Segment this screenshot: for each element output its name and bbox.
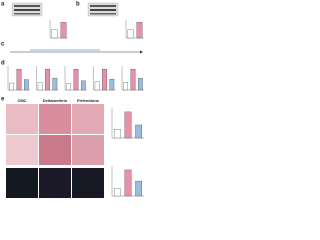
bar — [127, 29, 134, 39]
bar — [80, 80, 86, 91]
bar — [51, 29, 58, 39]
bar — [45, 68, 50, 91]
timeline-arrow — [140, 50, 143, 54]
blot-band — [14, 9, 40, 11]
column-label: Deltamethrin — [43, 98, 68, 103]
bar — [135, 180, 143, 197]
bar — [52, 77, 58, 91]
bar — [102, 68, 107, 91]
tissue-image — [72, 135, 104, 165]
tissue-image — [39, 104, 71, 134]
tissue-image — [39, 135, 71, 165]
bar — [113, 188, 121, 197]
histology — [6, 104, 104, 198]
bar — [66, 83, 72, 91]
background — [0, 0, 150, 200]
panel-label: a — [1, 2, 5, 8]
bar — [130, 68, 136, 91]
panel-label: e — [1, 97, 5, 103]
bar — [60, 22, 67, 39]
blot-band — [90, 9, 116, 11]
bar — [136, 22, 143, 39]
column-label: CMC — [17, 98, 26, 103]
tissue-image — [6, 104, 38, 134]
figure: a b c d e CMC Deltamethrin Pirfenidone — [0, 0, 150, 200]
treatment-period — [30, 49, 100, 51]
blot-band — [14, 5, 40, 7]
fluorescence-image — [6, 168, 38, 198]
bar — [135, 124, 143, 139]
panel-label: d — [1, 61, 5, 67]
blot-band — [14, 13, 40, 15]
bar — [9, 82, 15, 91]
bar — [124, 169, 132, 197]
bar — [23, 79, 29, 91]
panel-label: c — [1, 42, 5, 48]
bar — [124, 111, 132, 139]
bar — [37, 82, 43, 91]
bar — [113, 129, 121, 139]
panel-label: b — [76, 2, 80, 8]
bar — [73, 68, 79, 91]
bar — [137, 78, 143, 91]
bar — [123, 82, 129, 91]
tissue-image — [72, 104, 104, 134]
blot-band — [90, 13, 116, 15]
bar — [16, 68, 22, 91]
fluorescence-image — [72, 168, 104, 198]
blot-band — [90, 5, 116, 7]
tissue-image — [6, 135, 38, 165]
bar — [94, 81, 100, 91]
column-label: Pirfenidone — [77, 98, 100, 103]
fluorescence-image — [39, 168, 71, 198]
bar — [109, 78, 115, 91]
